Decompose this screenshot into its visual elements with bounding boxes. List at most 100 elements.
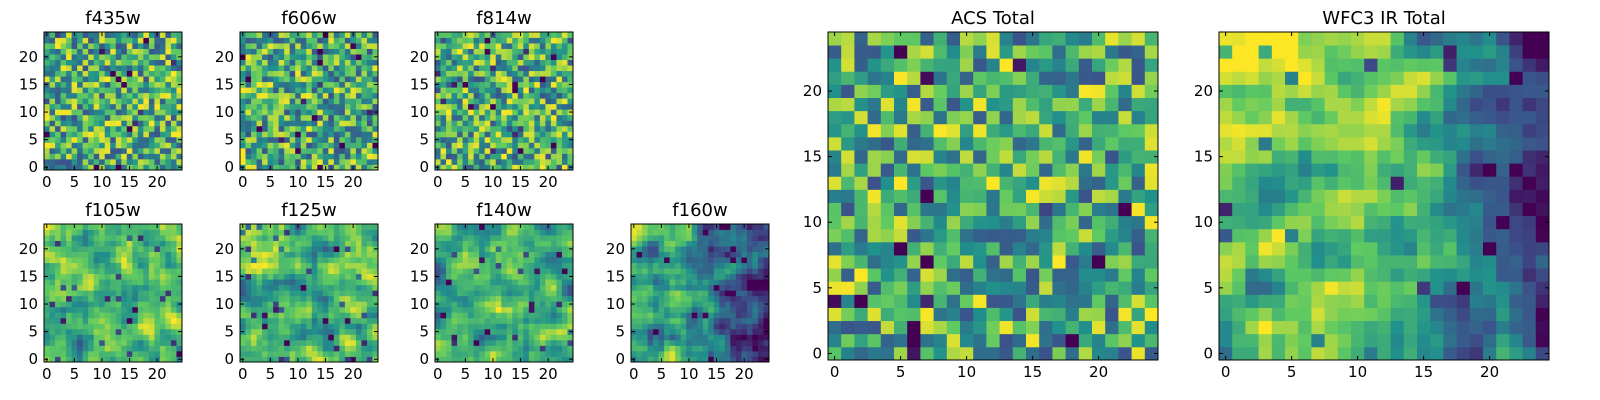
heatmap-cell bbox=[344, 158, 351, 165]
heatmap-cell bbox=[366, 290, 373, 297]
heatmap-cell bbox=[545, 334, 552, 341]
heatmap-cell bbox=[735, 279, 742, 286]
heatmap-cell bbox=[561, 246, 568, 252]
heatmap-cell bbox=[479, 345, 486, 352]
heatmap-cell bbox=[104, 295, 111, 302]
heatmap-cell bbox=[451, 59, 458, 66]
heatmap-cell bbox=[457, 65, 463, 72]
heatmap-cell bbox=[528, 142, 535, 149]
heatmap-cell bbox=[506, 70, 513, 77]
heatmap-cell bbox=[49, 224, 56, 230]
heatmap-cell bbox=[550, 147, 557, 154]
heatmap-cell bbox=[702, 229, 709, 236]
heatmap-cell bbox=[159, 120, 166, 127]
heatmap-cell bbox=[719, 224, 726, 230]
heatmap-cell bbox=[746, 284, 753, 291]
heatmap-cell bbox=[372, 32, 379, 38]
heatmap-cell bbox=[457, 136, 463, 143]
heatmap-cell bbox=[176, 284, 183, 291]
heatmap-cell bbox=[539, 279, 546, 286]
heatmap-cell bbox=[333, 251, 340, 258]
heatmap-cell bbox=[333, 273, 340, 280]
heatmap-cell bbox=[675, 257, 682, 264]
heatmap-cell bbox=[339, 125, 346, 132]
heatmap-cell bbox=[278, 345, 285, 352]
heatmap-cell bbox=[306, 32, 313, 38]
heatmap-cell bbox=[333, 295, 340, 302]
heatmap-cell bbox=[328, 350, 335, 357]
heatmap-cell bbox=[159, 312, 166, 319]
heatmap-cell bbox=[1039, 215, 1053, 230]
heatmap-cell bbox=[300, 356, 307, 363]
heatmap-cell bbox=[366, 268, 373, 275]
heatmap-cell bbox=[479, 284, 486, 291]
heatmap-cell bbox=[1065, 333, 1080, 348]
heatmap-cell bbox=[154, 268, 161, 275]
heatmap-cell bbox=[451, 323, 458, 330]
heatmap-cell bbox=[490, 268, 497, 275]
heatmap-cell bbox=[484, 251, 491, 258]
heatmap-cell bbox=[77, 136, 84, 143]
heatmap-cell bbox=[256, 306, 263, 313]
heatmap-cell bbox=[1052, 320, 1066, 335]
heatmap-cell bbox=[262, 153, 268, 160]
heatmap-cell bbox=[322, 240, 329, 247]
heatmap-cell bbox=[664, 268, 671, 275]
heatmap-cell bbox=[763, 279, 770, 286]
heatmap-cell bbox=[251, 43, 257, 49]
heatmap-cell bbox=[631, 235, 637, 241]
heatmap-cell bbox=[484, 312, 491, 319]
heatmap-cell bbox=[110, 164, 117, 171]
heatmap-cell bbox=[501, 279, 508, 286]
heatmap-cell bbox=[986, 241, 1000, 256]
heatmap-cell bbox=[333, 284, 340, 291]
heatmap-cell bbox=[828, 281, 842, 295]
heatmap-cell bbox=[104, 109, 111, 116]
heatmap-cell bbox=[317, 164, 324, 171]
heatmap-cell bbox=[88, 268, 95, 275]
heatmap-cell bbox=[267, 136, 274, 143]
heatmap-cell bbox=[550, 48, 557, 55]
heatmap-cell bbox=[636, 284, 643, 291]
heatmap-cell bbox=[132, 87, 139, 94]
heatmap-cell bbox=[1092, 163, 1106, 177]
heatmap-cell bbox=[170, 120, 177, 127]
heatmap-cell bbox=[110, 32, 117, 38]
heatmap-cell bbox=[664, 262, 671, 269]
heatmap-cell bbox=[44, 92, 50, 99]
heatmap-cell bbox=[361, 251, 368, 258]
heatmap-cell bbox=[534, 334, 541, 341]
heatmap-cell bbox=[512, 92, 519, 99]
heatmap-cell bbox=[556, 59, 563, 66]
heatmap-cell bbox=[675, 290, 682, 297]
heatmap-cell bbox=[1012, 281, 1027, 295]
heatmap-cell bbox=[730, 295, 737, 302]
heatmap-cell bbox=[473, 334, 480, 341]
heatmap-cell bbox=[973, 241, 987, 256]
heatmap-cell bbox=[88, 153, 95, 160]
heatmap-cell bbox=[245, 240, 252, 247]
heatmap-cell bbox=[240, 48, 246, 55]
heatmap-cell bbox=[267, 158, 274, 165]
heatmap-cell bbox=[245, 345, 252, 352]
heatmap-cell bbox=[462, 290, 469, 297]
heatmap-cell bbox=[523, 290, 530, 297]
heatmap-cell bbox=[132, 98, 139, 105]
heatmap-cell bbox=[495, 257, 502, 264]
axes-frame bbox=[630, 223, 770, 363]
heatmap-cell bbox=[735, 262, 742, 269]
heatmap-cell bbox=[344, 114, 351, 121]
heatmap-cell bbox=[664, 240, 671, 247]
heatmap-cell bbox=[273, 257, 280, 264]
heatmap-cell bbox=[545, 240, 552, 247]
heatmap-cell bbox=[126, 301, 133, 308]
heatmap-cell bbox=[539, 92, 546, 99]
heatmap-cell bbox=[110, 65, 117, 72]
heatmap-cell bbox=[556, 92, 563, 99]
heatmap-cell bbox=[295, 87, 302, 94]
heatmap-cell bbox=[256, 65, 263, 72]
heatmap-cell bbox=[550, 295, 557, 302]
heatmap-cell bbox=[350, 153, 357, 160]
heatmap-cell bbox=[713, 273, 720, 280]
